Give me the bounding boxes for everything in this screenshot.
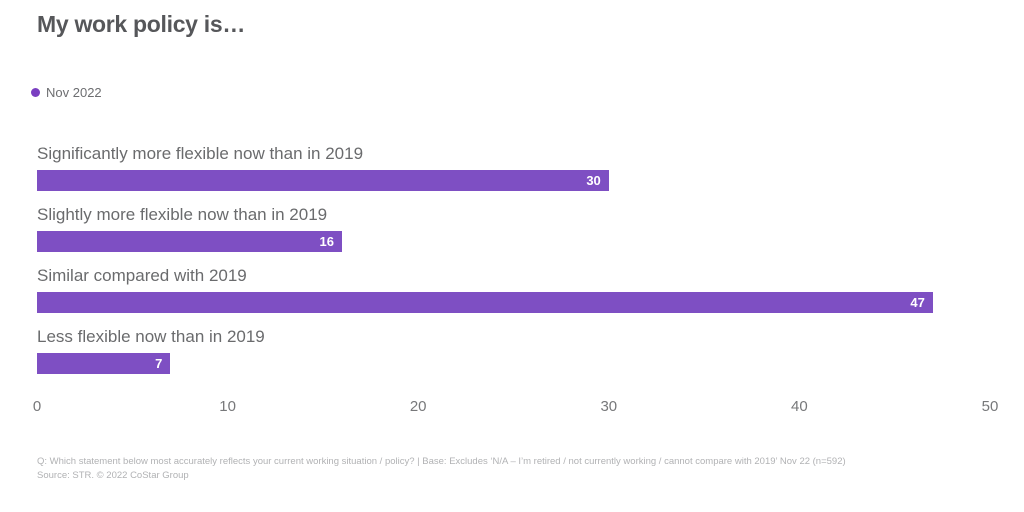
- bar-row: Similar compared with 2019 47: [37, 266, 990, 313]
- category-label: Slightly more flexible now than in 2019: [37, 205, 328, 224]
- x-axis-tick: 0: [32, 398, 42, 415]
- bar-value-label: 30: [586, 173, 601, 188]
- legend-dot-icon: [31, 88, 40, 97]
- bar-row: Slightly more flexible now than in 2019 1…: [37, 205, 990, 252]
- bar: 30: [37, 170, 609, 191]
- x-axis-tick: 40: [791, 398, 808, 415]
- x-axis-tick: 50: [981, 398, 999, 415]
- bar: 16: [37, 231, 342, 252]
- x-axis-tick: 10: [219, 398, 236, 415]
- bar: 47: [37, 292, 933, 313]
- chart-title: My work policy is…: [37, 11, 246, 37]
- bar-value-label: 7: [155, 356, 163, 371]
- footnote: Q: Which statement below most accurately…: [37, 455, 1004, 483]
- bar-value-label: 16: [319, 234, 334, 249]
- x-axis: 0 10 20 30 40 50: [33, 398, 999, 418]
- bar-value-label: 47: [910, 295, 925, 310]
- footnote-question: Q: Which statement below most accurately…: [37, 456, 846, 467]
- bar-chart: Significantly more flexible now than in …: [37, 144, 990, 388]
- x-axis-tick: 30: [600, 398, 618, 415]
- category-label: Similar compared with 2019: [37, 266, 247, 285]
- bar-row: Less flexible now than in 2019 7: [37, 327, 990, 374]
- bar-row: Significantly more flexible now than in …: [37, 144, 990, 191]
- category-label: Less flexible now than in 2019: [37, 327, 265, 346]
- category-label: Significantly more flexible now than in …: [37, 144, 364, 163]
- legend-label: Nov 2022: [46, 85, 102, 100]
- x-axis-tick: 20: [409, 398, 427, 415]
- bar: 7: [37, 353, 171, 374]
- footnote-source: Source: STR. © 2022 CoStar Group: [37, 470, 189, 481]
- legend: Nov 2022: [31, 85, 102, 100]
